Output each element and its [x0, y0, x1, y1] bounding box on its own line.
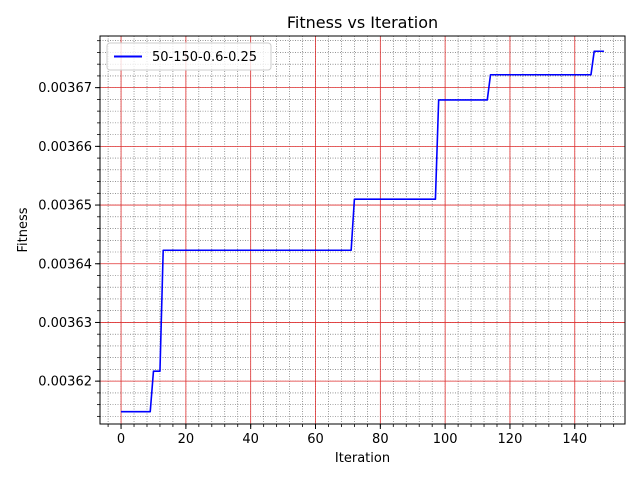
x-tick-label: 60: [307, 432, 324, 447]
y-tick-label: 0.00365: [38, 199, 92, 214]
y-axis-ticks: 0.00362 0.00363 0.00364 0.00365 0.00366 0.003…: [38, 40, 100, 417]
x-axis-label: Iteration: [335, 451, 390, 466]
x-tick-label: 120: [498, 432, 523, 447]
x-tick-label: 0: [117, 432, 125, 447]
x-tick-label: 20: [178, 432, 195, 447]
y-tick-label: 0.00362: [38, 375, 92, 390]
series-line-0: [121, 50, 604, 413]
y-tick-label: 0.00366: [38, 140, 92, 155]
y-tick-label: 0.00364: [38, 257, 92, 272]
x-tick-label: 80: [372, 432, 389, 447]
chart-title: Fitness vs Iteration: [287, 13, 438, 32]
x-axis-ticks: 0 20 40 60 80 100 120 140: [107, 424, 615, 447]
legend-box: [106, 42, 272, 71]
y-tick-label: 0.00367: [38, 81, 92, 96]
plot-frame: [99, 35, 626, 425]
y-axis-label: Fitness: [16, 207, 31, 252]
x-tick-label: 40: [242, 432, 259, 447]
y-tick-label: 0.00363: [38, 316, 92, 331]
x-tick-label: 100: [433, 432, 458, 447]
legend: 50-150-0.6-0.25: [106, 42, 272, 71]
series-layer: [121, 50, 604, 413]
major-grid: [100, 36, 625, 424]
legend-entry: 50-150-0.6-0.25: [152, 50, 257, 65]
x-tick-label: 140: [562, 432, 587, 447]
